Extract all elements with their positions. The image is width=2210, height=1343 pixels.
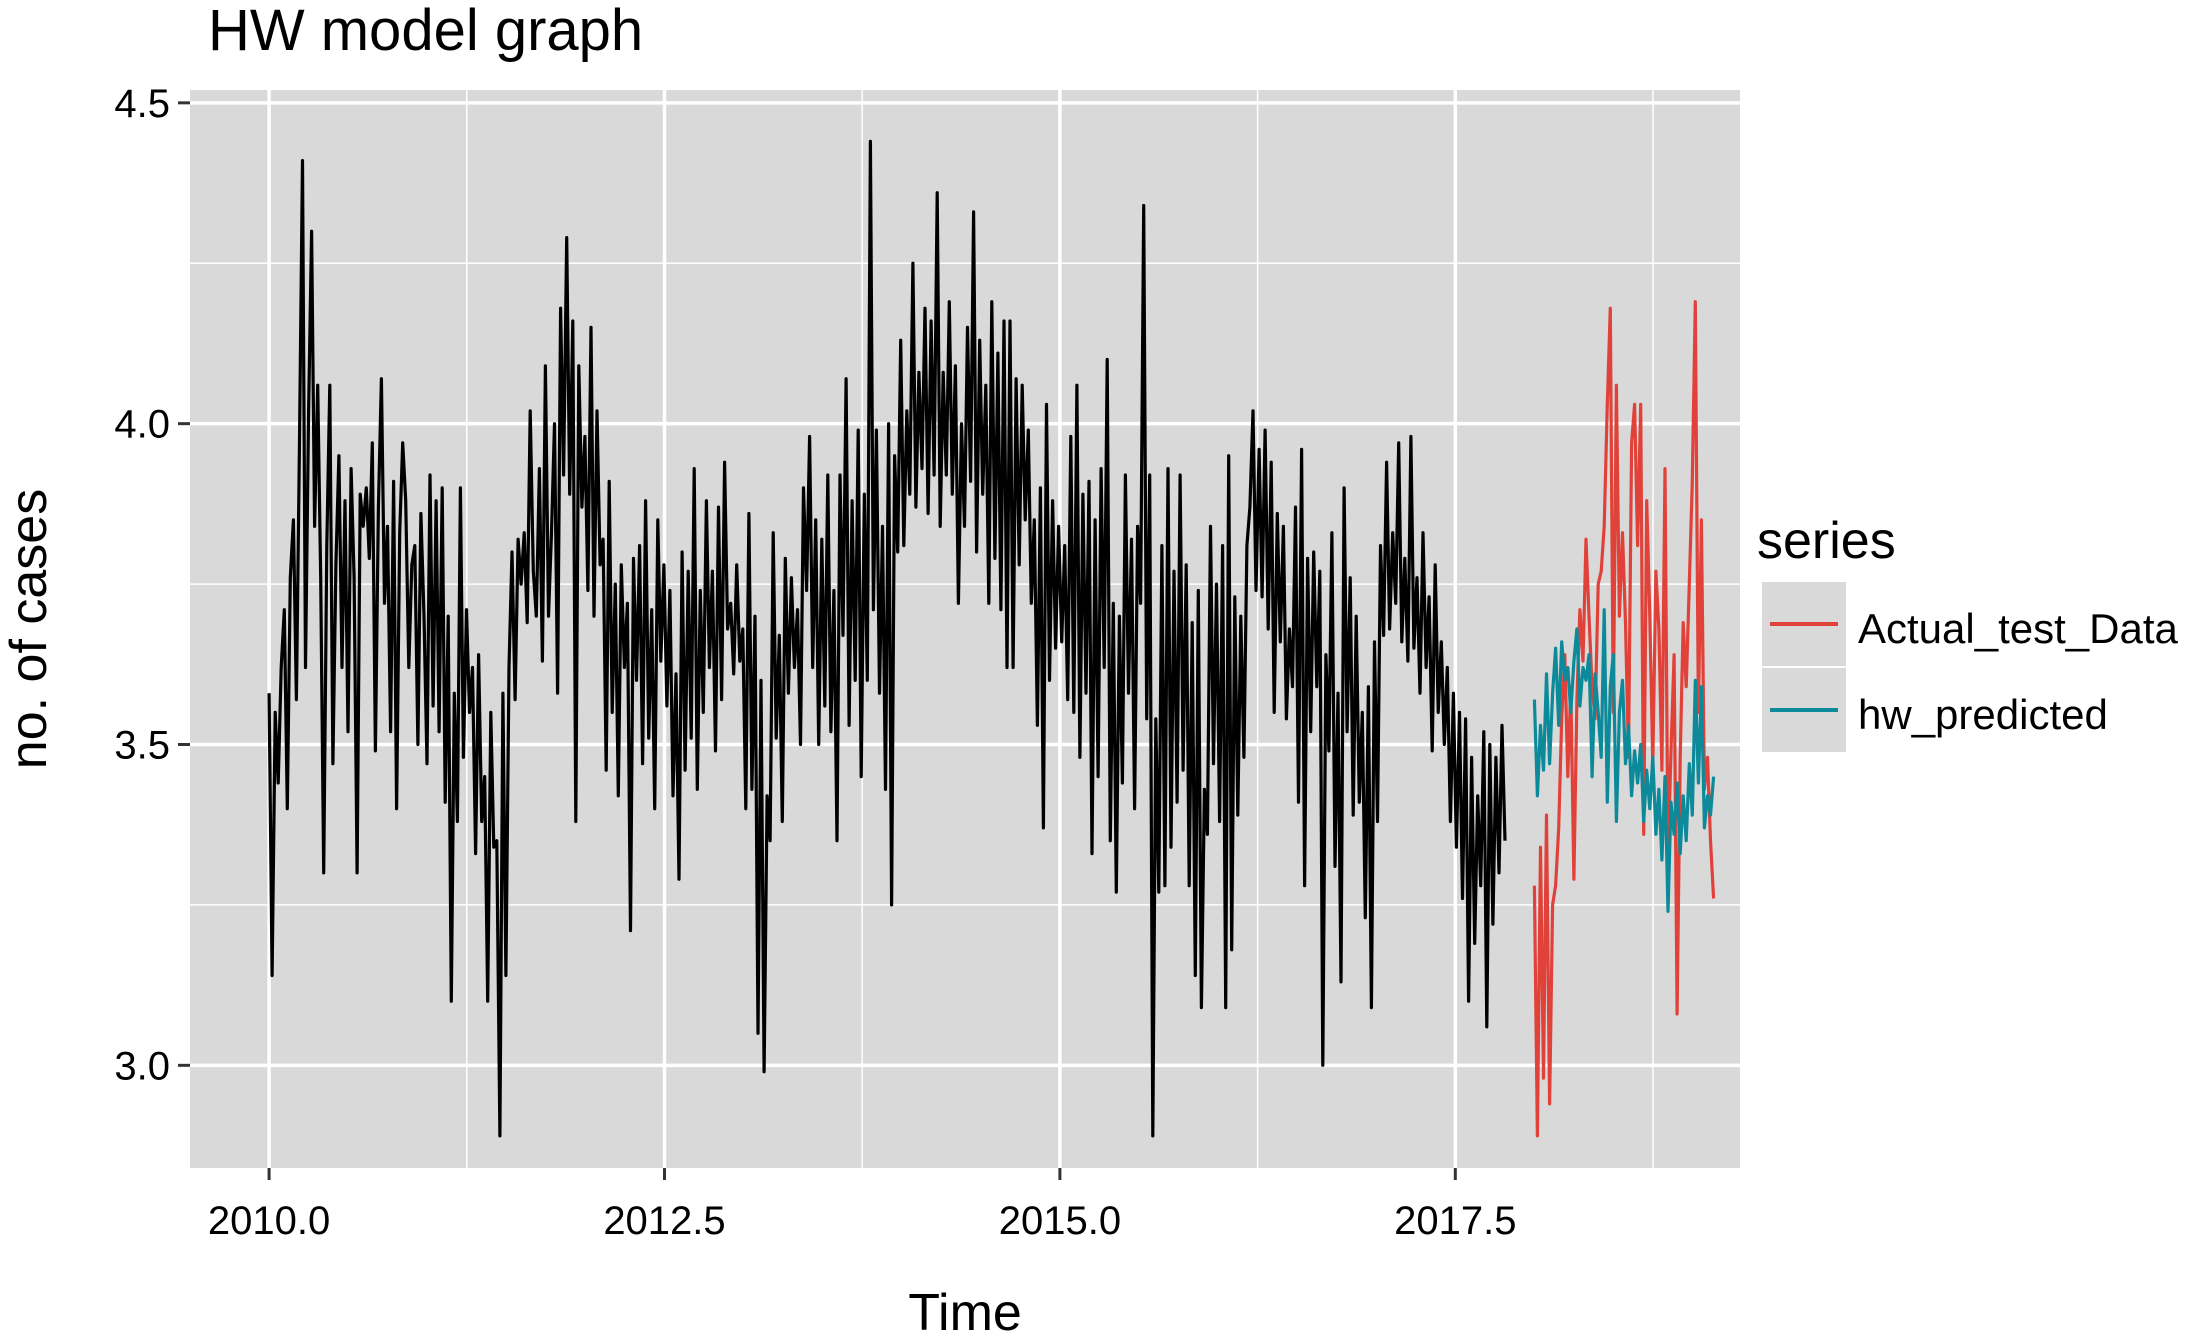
legend-label-actual-test-data: Actual_test_Data: [1858, 605, 2179, 652]
y-tick-label: 4.0: [114, 403, 170, 447]
x-tick-label: 2017.5: [1394, 1199, 1516, 1243]
legend: series Actual_test_Data hw_predicted: [1757, 512, 2179, 752]
x-tick-label: 2012.5: [603, 1199, 725, 1243]
x-tick-label: 2015.0: [999, 1199, 1121, 1243]
legend-label-hw-predicted: hw_predicted: [1858, 691, 2108, 738]
y-axis-label: no. of cases: [0, 489, 58, 769]
series-lines: [267, 139, 1716, 1138]
y-tick-label: 3.5: [114, 724, 170, 768]
plot-panel: [190, 90, 1740, 1168]
x-axis-label: Time: [908, 1284, 1022, 1338]
series-line-hw-predicted: [1532, 608, 1716, 913]
legend-title: series: [1757, 512, 1896, 570]
y-tick-label: 3.0: [114, 1044, 170, 1088]
axes: 2010.0 2012.5 2015.0 2017.5 3.0 3.5 4.0 4.5: [114, 82, 1516, 1243]
y-tick-label: 4.5: [114, 82, 170, 126]
minor-gridlines: [190, 90, 1740, 1168]
chart-title: HW model graph: [208, 0, 643, 63]
series-line-history: [267, 139, 1507, 1138]
x-tick-label: 2010.0: [208, 1199, 330, 1243]
